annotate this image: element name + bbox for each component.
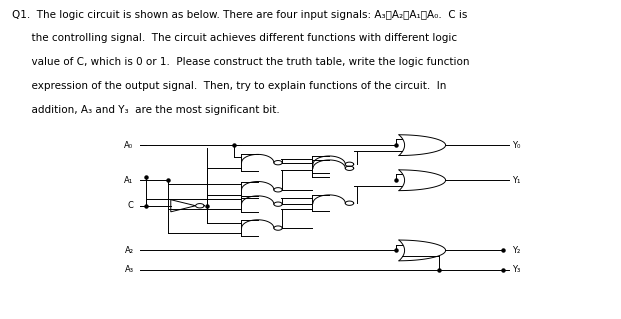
Text: A₁: A₁ bbox=[124, 176, 134, 185]
Text: A₂: A₂ bbox=[125, 246, 134, 255]
Text: A₃: A₃ bbox=[125, 265, 134, 274]
Text: A₀: A₀ bbox=[124, 141, 134, 150]
Text: addition, A₃ and Y₃  are the most significant bit.: addition, A₃ and Y₃ are the most signifi… bbox=[12, 105, 280, 115]
Text: Y₀: Y₀ bbox=[512, 141, 520, 150]
Text: value of C, which is 0 or 1.  Please construct the truth table, write the logic : value of C, which is 0 or 1. Please cons… bbox=[12, 57, 470, 67]
Text: the controlling signal.  The circuit achieves different functions with different: the controlling signal. The circuit achi… bbox=[12, 33, 458, 43]
Text: expression of the output signal.  Then, try to explain functions of the circuit.: expression of the output signal. Then, t… bbox=[12, 81, 446, 91]
Text: Q1.  The logic circuit is shown as below. There are four input signals: A₃、A₂、A₁: Q1. The logic circuit is shown as below.… bbox=[12, 10, 468, 19]
Text: C: C bbox=[128, 201, 134, 210]
Text: Y₂: Y₂ bbox=[512, 246, 520, 255]
Text: Y₁: Y₁ bbox=[512, 176, 520, 185]
Text: Y₃: Y₃ bbox=[512, 265, 520, 274]
